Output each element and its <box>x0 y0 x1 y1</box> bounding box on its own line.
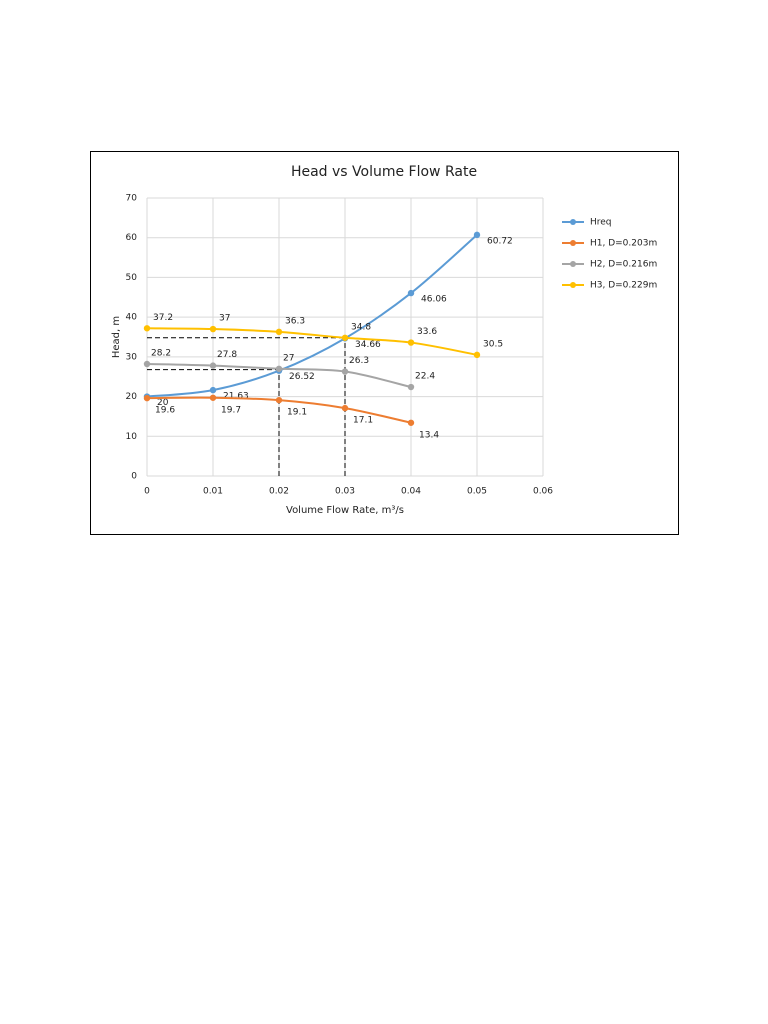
y-tick-label: 0 <box>131 472 137 482</box>
data-label: 34.8 <box>351 322 371 332</box>
chart-frame <box>90 151 679 535</box>
data-point <box>143 394 151 402</box>
data-point <box>275 396 283 404</box>
data-label: 46.06 <box>421 295 447 305</box>
data-label: 27.8 <box>217 350 237 360</box>
data-label: 21.63 <box>223 392 249 402</box>
legend-marker <box>570 261 576 267</box>
x-tick-label: 0.03 <box>335 487 355 497</box>
data-point <box>209 394 217 401</box>
data-label: 19.7 <box>221 405 241 415</box>
data-label: 30.5 <box>483 339 503 349</box>
y-tick-label: 20 <box>126 392 138 402</box>
data-label: 19.6 <box>155 406 175 416</box>
data-point <box>143 325 151 332</box>
legend-marker <box>570 240 576 246</box>
data-point <box>473 351 481 359</box>
x-axis-title: Volume Flow Rate, m³/s <box>286 505 404 516</box>
data-point <box>473 231 481 239</box>
y-tick-label: 60 <box>126 233 138 243</box>
data-label: 22.4 <box>415 372 435 382</box>
series-line <box>146 234 478 398</box>
data-label: 36.3 <box>285 316 305 326</box>
legend-marker <box>570 219 576 225</box>
data-point <box>275 365 283 372</box>
data-point <box>341 368 349 375</box>
x-tick-label: 0.04 <box>401 487 421 497</box>
legend-label: Hreq <box>590 218 612 228</box>
data-point <box>341 334 349 341</box>
legend-label: H3, D=0.229m <box>590 281 657 291</box>
legend-label: H2, D=0.216m <box>590 260 657 270</box>
x-tick-label: 0.02 <box>269 487 289 497</box>
y-tick-label: 10 <box>126 432 138 442</box>
data-point <box>407 289 415 297</box>
data-label: 27 <box>283 353 294 363</box>
data-label: 28.2 <box>151 349 171 359</box>
data-label: 26.3 <box>349 356 369 366</box>
data-point <box>209 386 217 394</box>
data-point <box>143 360 151 368</box>
series-line <box>146 327 478 356</box>
data-point <box>407 339 415 346</box>
data-point <box>209 362 217 369</box>
x-tick-label: 0 <box>144 487 150 497</box>
x-tick-label: 0.01 <box>203 487 223 497</box>
y-tick-label: 70 <box>126 194 138 204</box>
data-label: 26.52 <box>289 372 315 382</box>
data-label: 20 <box>157 398 169 408</box>
data-point <box>341 404 349 412</box>
y-tick-label: 40 <box>126 313 138 323</box>
data-label: 13.4 <box>419 430 439 440</box>
data-point <box>407 383 415 391</box>
legend-label: H1, D=0.203m <box>590 239 657 249</box>
y-axis-title: Head, m <box>111 316 122 358</box>
data-point <box>407 419 415 426</box>
x-tick-label: 0.06 <box>533 487 553 497</box>
data-point <box>209 325 217 333</box>
chart-title: Head vs Volume Flow Rate <box>291 164 477 180</box>
data-label: 17.1 <box>353 416 373 426</box>
data-label: 19.1 <box>287 408 307 418</box>
data-label: 33.6 <box>417 327 437 337</box>
x-tick-label: 0.05 <box>467 487 487 497</box>
y-tick-label: 50 <box>126 273 138 283</box>
data-label: 60.72 <box>487 236 513 246</box>
data-label: 34.66 <box>355 340 381 350</box>
data-label: 37 <box>219 314 230 324</box>
data-point <box>275 328 283 336</box>
y-tick-label: 30 <box>126 352 138 362</box>
legend-marker <box>570 282 576 288</box>
data-label: 37.2 <box>153 313 173 323</box>
